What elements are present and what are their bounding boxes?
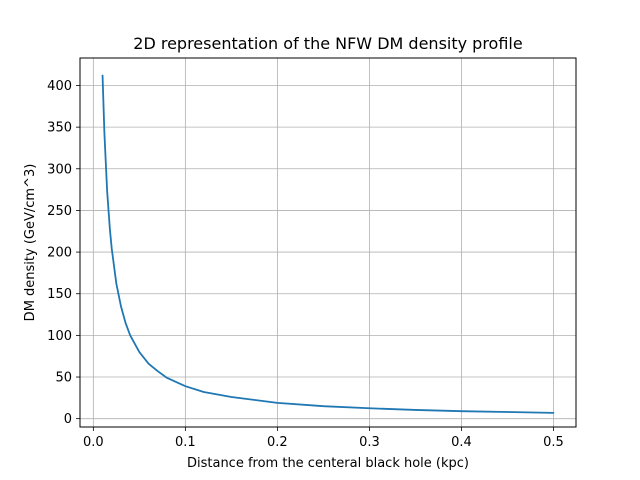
series-layer	[101, 74, 555, 414]
x-tick-label: 0.2	[267, 435, 288, 450]
chart-title: 2D representation of the NFW DM density …	[133, 34, 522, 53]
y-tick-label: 100	[47, 329, 72, 344]
x-tick-label: 0.3	[359, 435, 380, 450]
x-tick-label: 0.0	[83, 435, 104, 450]
y-tick-label: 250	[47, 204, 72, 219]
y-tick-label: 50	[55, 371, 72, 386]
ticks: 0.0 0.1 0.2 0.3 0.4 0.5 0 50 100 150 200 250 300 350 4…	[47, 79, 564, 450]
grid	[80, 58, 576, 427]
y-tick-label: 0	[64, 412, 72, 427]
y-tick-label: 400	[47, 79, 72, 94]
x-tick-label: 0.5	[543, 435, 564, 450]
x-tick-label: 0.4	[451, 435, 472, 450]
y-tick-label: 350	[47, 121, 72, 136]
x-tick-label: 0.1	[175, 435, 196, 450]
y-axis-label: DM density (GeV/cm^3)	[23, 164, 38, 322]
y-tick-label: 150	[47, 287, 72, 302]
density-curve	[101, 74, 555, 414]
y-tick-label: 300	[47, 162, 72, 177]
plot-frame	[79, 57, 577, 428]
plot-area-background	[80, 58, 576, 427]
y-tick-label: 200	[47, 246, 72, 261]
x-axis-label: Distance from the centeral black hole (k…	[187, 456, 469, 471]
